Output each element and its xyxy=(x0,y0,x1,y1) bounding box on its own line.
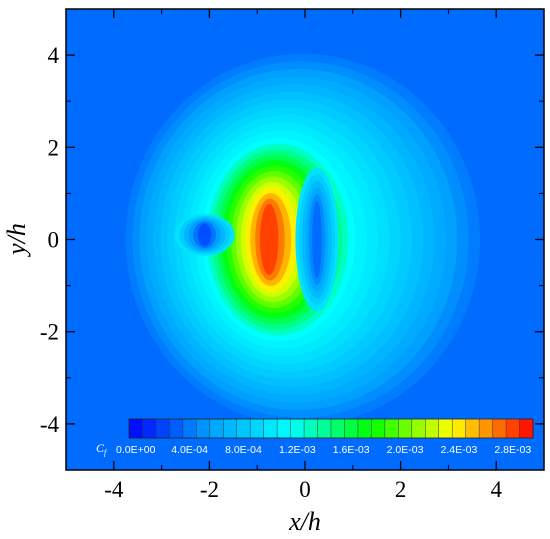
colorbar-tick-label: 2.0E-03 xyxy=(387,444,424,456)
colorbar-swatch xyxy=(209,419,224,438)
y-axis-label: y/h xyxy=(2,223,31,258)
colorbar-swatch xyxy=(411,419,426,438)
colorbar-swatch xyxy=(519,419,534,438)
colorbar-swatch xyxy=(223,419,238,438)
x-tick-label: -4 xyxy=(104,477,124,502)
y-tick-label: -2 xyxy=(40,320,59,345)
axis-tick-labels: -4 -2 0 2 4 -4 -2 0 2 4 xyxy=(40,43,503,502)
axis-ticks xyxy=(65,8,545,471)
colorbar-swatch xyxy=(479,419,493,438)
x-tick-label: 2 xyxy=(395,477,407,502)
colorbar-swatch xyxy=(344,419,359,438)
colorbar-tick-label: 1.6E-03 xyxy=(333,444,370,456)
colorbar-swatch xyxy=(155,419,170,438)
colorbar-tick-label: 8.0E-04 xyxy=(225,444,262,456)
colorbar: Cf 0.0E+00 4.0E-04 8.0E-04 1.2E-03 1.6E-03 2.… xyxy=(96,418,534,457)
colorbar-swatch xyxy=(331,419,345,438)
colorbar-swatch xyxy=(169,419,184,438)
colorbar-swatch xyxy=(129,419,143,438)
colorbar-swatch xyxy=(304,419,318,438)
colorbar-swatch xyxy=(236,419,251,438)
colorbar-tick-label: 4.0E-04 xyxy=(171,444,208,456)
colorbar-title-subscript: f xyxy=(104,448,108,457)
colorbar-swatch xyxy=(263,419,278,438)
plot-area xyxy=(66,9,544,470)
y-tick-label: 0 xyxy=(48,228,60,253)
colorbar-swatches xyxy=(129,419,534,438)
colorbar-swatch xyxy=(438,419,453,438)
colorbar-swatch xyxy=(317,419,332,438)
colorbar-tick-labels: 0.0E+00 4.0E-04 8.0E-04 1.2E-03 1.6E-03 2.0E-… xyxy=(116,444,531,456)
colorbar-swatch xyxy=(425,419,440,438)
y-tick-label: 2 xyxy=(48,135,60,160)
colorbar-swatch xyxy=(250,419,265,438)
contour-level-peak xyxy=(259,204,279,275)
colorbar-swatch xyxy=(492,419,507,438)
colorbar-swatch xyxy=(506,419,520,438)
x-tick-label: -2 xyxy=(200,477,219,502)
contour-field xyxy=(118,45,492,434)
colorbar-tick-label: 1.2E-03 xyxy=(279,444,316,456)
y-tick-label: -4 xyxy=(40,412,60,437)
colorbar-swatch xyxy=(182,419,197,438)
contour-level-low xyxy=(312,200,322,279)
colorbar-swatch xyxy=(290,419,305,438)
y-tick-label: 4 xyxy=(48,43,60,68)
colorbar-swatch xyxy=(357,419,372,438)
colorbar-swatch xyxy=(452,419,467,438)
colorbar-title-main: C xyxy=(96,441,105,455)
contour-level-low xyxy=(197,223,212,247)
colorbar-swatch xyxy=(277,419,291,438)
x-tick-label: 4 xyxy=(490,477,502,502)
colorbar-tick-label: 2.4E-03 xyxy=(441,444,478,456)
colorbar-tick-label: 2.8E-03 xyxy=(494,444,531,456)
colorbar-swatch xyxy=(196,419,211,438)
colorbar-title: Cf xyxy=(96,441,108,457)
x-axis-label: x/h xyxy=(288,507,321,536)
colorbar-swatch xyxy=(142,419,157,438)
colorbar-swatch xyxy=(465,419,480,438)
x-tick-label: 0 xyxy=(299,477,311,502)
colorbar-swatch xyxy=(384,419,399,438)
colorbar-tick-label: 0.0E+00 xyxy=(116,444,156,456)
colorbar-swatch xyxy=(371,419,386,438)
colorbar-frame xyxy=(128,418,534,439)
colorbar-swatch xyxy=(398,419,413,438)
